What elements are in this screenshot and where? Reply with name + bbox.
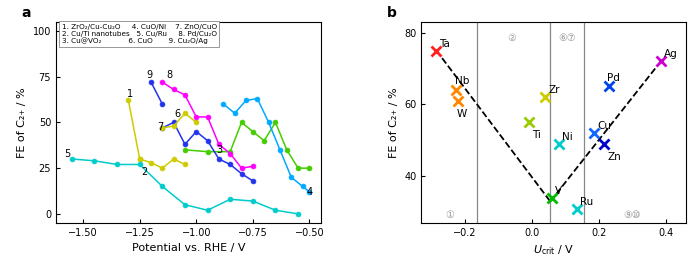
Text: a: a	[22, 6, 31, 20]
Text: ⑥⑦: ⑥⑦	[559, 33, 576, 42]
Text: 8: 8	[166, 70, 172, 80]
Text: 1. ZrO₂/Cu-Cu₂O     4. CuO/Ni    7. ZnO/CuO
2. Cu/Ti nanotubes   5. Cu/Ru     8.: 1. ZrO₂/Cu-Cu₂O 4. CuO/Ni 7. ZnO/CuO 2. …	[62, 24, 217, 45]
X-axis label: $U_\mathrm{crit}$ / V: $U_\mathrm{crit}$ / V	[533, 243, 575, 257]
Y-axis label: FE of C₂₊ / %: FE of C₂₊ / %	[389, 87, 398, 158]
Text: Cu: Cu	[597, 121, 611, 131]
Text: Ti: Ti	[532, 130, 540, 140]
Text: 7: 7	[157, 122, 163, 132]
Text: V: V	[555, 186, 562, 196]
Text: 2: 2	[141, 167, 148, 177]
Y-axis label: FE of C₂₊ / %: FE of C₂₊ / %	[18, 87, 27, 158]
Text: 9: 9	[147, 70, 153, 80]
Text: Nb: Nb	[455, 76, 469, 86]
Text: ①: ①	[445, 211, 454, 221]
Text: Ta: Ta	[439, 39, 450, 49]
Text: Zr: Zr	[549, 85, 560, 95]
Text: 3: 3	[216, 145, 222, 155]
Text: 1: 1	[127, 89, 132, 99]
Text: Ag: Ag	[664, 50, 678, 60]
Text: Pd: Pd	[608, 73, 620, 83]
Text: Zn: Zn	[608, 152, 621, 162]
Text: 6: 6	[174, 109, 180, 119]
X-axis label: Potential vs. RHE / V: Potential vs. RHE / V	[132, 243, 245, 254]
Text: b: b	[387, 6, 397, 20]
Text: ⑨⑩: ⑨⑩	[624, 211, 641, 221]
Text: ②: ②	[508, 33, 516, 42]
Text: 4: 4	[307, 187, 312, 197]
Text: W: W	[456, 109, 467, 119]
Text: 5: 5	[64, 149, 71, 159]
Text: Ru: Ru	[580, 197, 594, 207]
Text: Ni: Ni	[562, 132, 573, 142]
